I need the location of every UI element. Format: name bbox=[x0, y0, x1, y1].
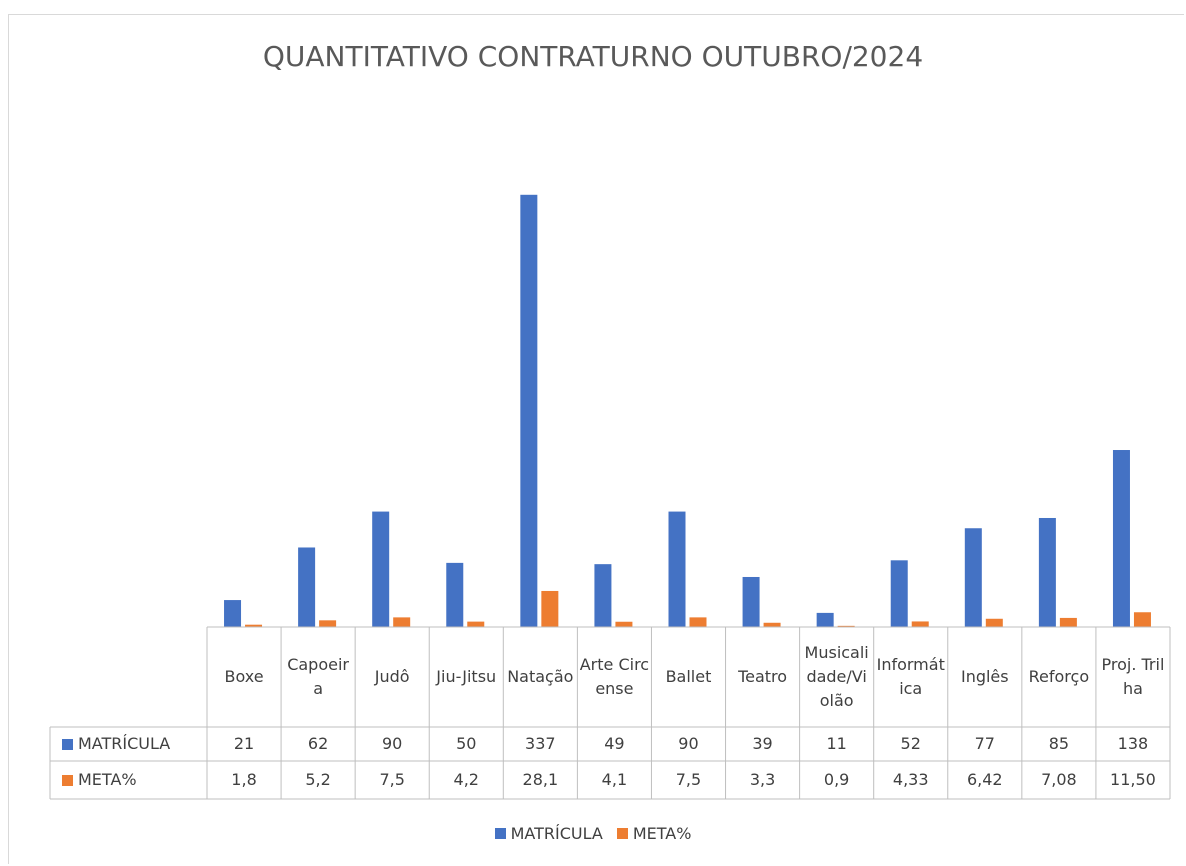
bar bbox=[224, 600, 242, 627]
series-name: META% bbox=[78, 770, 137, 789]
bar bbox=[245, 624, 263, 627]
series-label: META% bbox=[50, 761, 207, 799]
category-label: Jiu-Jitsu bbox=[436, 667, 497, 686]
category-label: Musicalidade/Violão bbox=[804, 643, 869, 710]
table-value: 52 bbox=[900, 734, 921, 753]
bar bbox=[911, 621, 929, 627]
chart-frame bbox=[8, 14, 1184, 864]
bar bbox=[520, 194, 538, 628]
bar bbox=[964, 528, 982, 627]
table-value: 337 bbox=[525, 734, 556, 753]
table-value: 6,42 bbox=[966, 770, 1003, 789]
legend-key bbox=[494, 828, 506, 839]
category-label: Arte Circense bbox=[579, 655, 650, 698]
bar bbox=[393, 617, 411, 627]
series-label: MATRÍCULA bbox=[50, 727, 207, 761]
legend-item: MATRÍCULA bbox=[494, 824, 603, 843]
category-label: Inglês bbox=[960, 667, 1009, 686]
table-value: 0,9 bbox=[823, 770, 850, 789]
table-value: 11,50 bbox=[1110, 770, 1156, 789]
bar bbox=[689, 617, 707, 627]
bar bbox=[1112, 450, 1130, 627]
legend-key bbox=[62, 774, 73, 786]
series-name: MATRÍCULA bbox=[78, 734, 171, 753]
bar bbox=[1059, 617, 1077, 627]
bar bbox=[594, 564, 612, 627]
bar bbox=[446, 562, 464, 627]
bar bbox=[837, 625, 855, 627]
bar bbox=[1133, 612, 1151, 627]
table-value: 21 bbox=[233, 734, 255, 753]
bar bbox=[742, 576, 760, 627]
bar bbox=[816, 612, 834, 627]
legend-label: META% bbox=[632, 824, 692, 843]
bar bbox=[372, 511, 390, 627]
table-value: 50 bbox=[456, 734, 477, 753]
table-value: 7,5 bbox=[379, 770, 405, 789]
category-label: Teatro bbox=[738, 667, 788, 686]
bar bbox=[319, 620, 337, 627]
category-label: Proj. Trilha bbox=[1101, 655, 1165, 698]
table-value: 7,5 bbox=[675, 770, 702, 789]
legend-key bbox=[616, 828, 628, 839]
table-value: 62 bbox=[307, 734, 329, 753]
table-value: 138 bbox=[1117, 734, 1149, 753]
bar bbox=[668, 511, 686, 627]
table-value: 7,08 bbox=[1041, 770, 1077, 789]
bar bbox=[541, 590, 559, 627]
category-label: Natação bbox=[507, 667, 574, 686]
table-value: 4,1 bbox=[601, 770, 628, 789]
category-label: Judô bbox=[374, 667, 410, 686]
bar bbox=[763, 622, 781, 627]
category-label: Boxe bbox=[224, 667, 264, 686]
bar bbox=[985, 618, 1003, 627]
category-label: Capoeira bbox=[287, 655, 349, 698]
table-value: 39 bbox=[752, 734, 773, 753]
table-value: 90 bbox=[381, 734, 403, 753]
bar bbox=[890, 560, 908, 627]
legend-key bbox=[62, 738, 73, 750]
bar bbox=[1038, 517, 1056, 627]
table-value: 77 bbox=[974, 734, 995, 753]
table-value: 85 bbox=[1048, 734, 1070, 753]
bar bbox=[298, 547, 316, 627]
table-value: 1,8 bbox=[231, 770, 257, 789]
table-value: 4,2 bbox=[453, 770, 479, 789]
category-label: Ballet bbox=[665, 667, 712, 686]
category-label: Informática bbox=[876, 655, 945, 698]
legend-label: MATRÍCULA bbox=[510, 824, 603, 843]
legend: MATRÍCULA META% bbox=[0, 824, 1186, 843]
table-value: 49 bbox=[604, 734, 625, 753]
category-label: Reforço bbox=[1028, 667, 1090, 686]
table-value: 4,33 bbox=[892, 770, 929, 789]
bar bbox=[467, 621, 485, 627]
legend-item: META% bbox=[616, 824, 692, 843]
table-value: 3,3 bbox=[749, 770, 776, 789]
table-value: 28,1 bbox=[522, 770, 559, 789]
table-value: 90 bbox=[678, 734, 699, 753]
table-value: 5,2 bbox=[305, 770, 331, 789]
bar bbox=[615, 621, 633, 627]
chart-title: QUANTITATIVO CONTRATURNO OUTUBRO/2024 bbox=[262, 40, 924, 73]
table-value: 11 bbox=[826, 734, 847, 753]
